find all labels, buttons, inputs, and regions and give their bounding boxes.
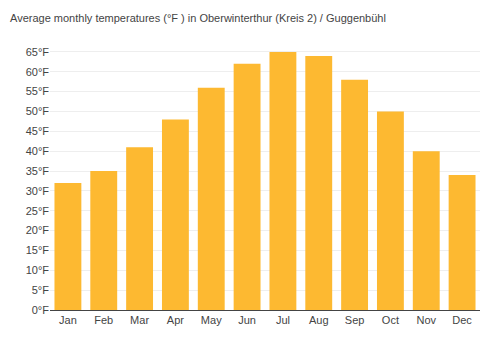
svg-text:Sep: Sep <box>345 314 365 326</box>
svg-text:Dec: Dec <box>452 314 472 326</box>
svg-text:Jan: Jan <box>59 314 77 326</box>
svg-text:50°F: 50°F <box>26 105 50 117</box>
svg-text:0°F: 0°F <box>32 304 50 316</box>
svg-text:Nov: Nov <box>416 314 436 326</box>
svg-text:May: May <box>201 314 222 326</box>
svg-text:Aug: Aug <box>309 314 329 326</box>
svg-text:Jul: Jul <box>276 314 290 326</box>
svg-text:20°F: 20°F <box>26 224 50 236</box>
svg-text:15°F: 15°F <box>26 244 50 256</box>
svg-text:Oct: Oct <box>382 314 399 326</box>
svg-text:65°F: 65°F <box>26 46 50 58</box>
svg-text:Jun: Jun <box>238 314 256 326</box>
svg-text:10°F: 10°F <box>26 264 50 276</box>
svg-text:60°F: 60°F <box>26 66 50 78</box>
svg-text:55°F: 55°F <box>26 85 50 97</box>
svg-text:40°F: 40°F <box>26 145 50 157</box>
svg-text:25°F: 25°F <box>26 205 50 217</box>
svg-text:Mar: Mar <box>130 314 149 326</box>
svg-text:45°F: 45°F <box>26 125 50 137</box>
svg-text:35°F: 35°F <box>26 165 50 177</box>
svg-text:Apr: Apr <box>167 314 184 326</box>
svg-text:5°F: 5°F <box>32 284 50 296</box>
svg-text:30°F: 30°F <box>26 185 50 197</box>
svg-text:Feb: Feb <box>94 314 113 326</box>
svg-text:Average monthly temperatures (: Average monthly temperatures (°F ) in Ob… <box>10 12 386 24</box>
